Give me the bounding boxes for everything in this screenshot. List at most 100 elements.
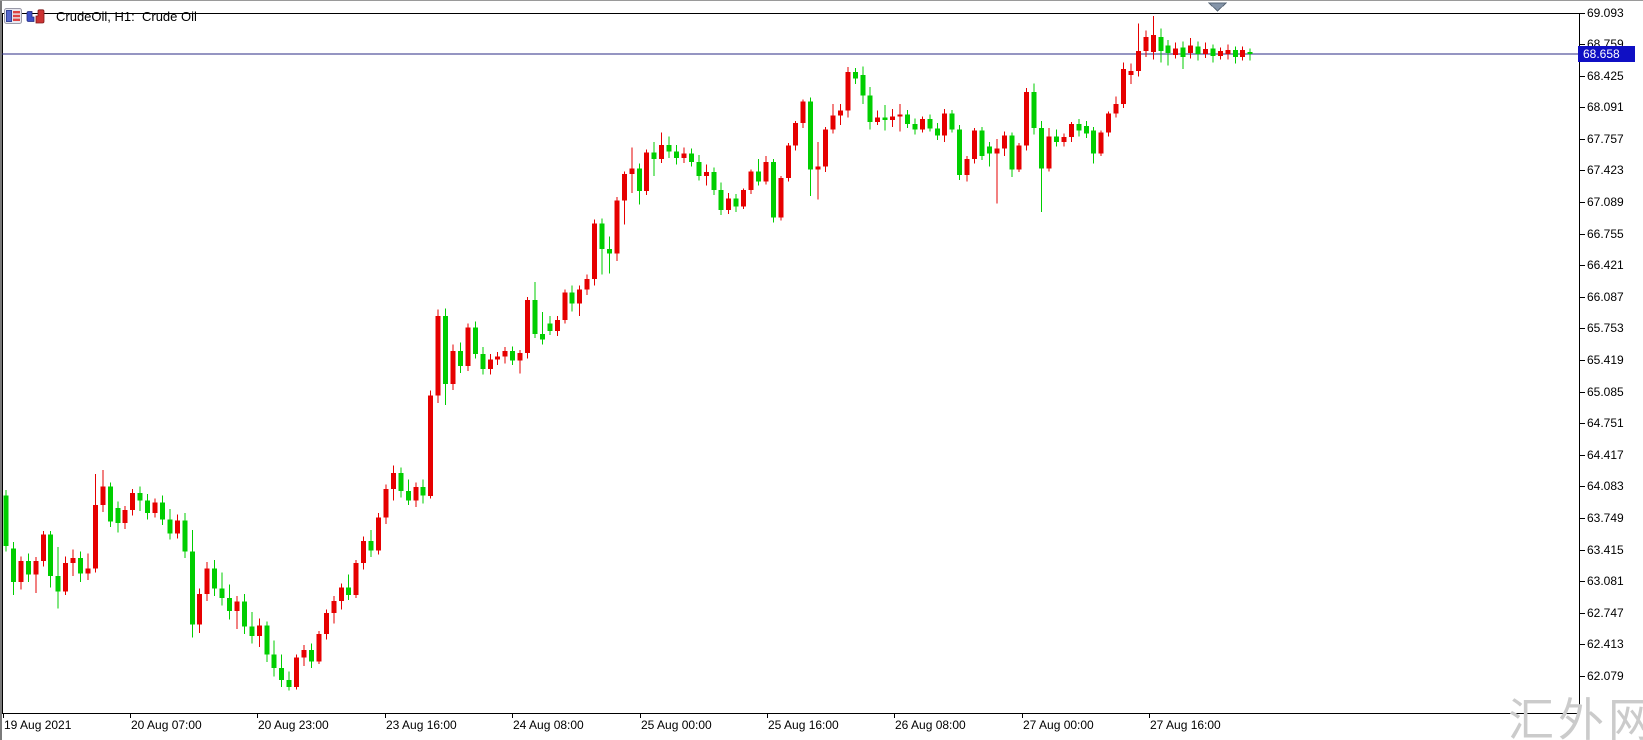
candle-body [1247, 52, 1253, 55]
candle-body [1210, 48, 1216, 56]
candle-body [376, 517, 381, 551]
price-tick [1580, 233, 1585, 235]
candle-body [606, 248, 612, 254]
candle-body [159, 502, 165, 520]
time-tick [767, 714, 768, 718]
price-tick [1580, 486, 1585, 488]
candle-body [1031, 91, 1037, 128]
price-tick-label: 65.753 [1587, 321, 1624, 336]
candle-body [554, 319, 560, 332]
price-tick [1580, 518, 1585, 520]
candle-body [450, 351, 456, 385]
candle-body [435, 316, 441, 396]
candle-body [182, 520, 188, 552]
candle-body [703, 172, 709, 176]
candle-body [390, 473, 396, 490]
time-tick-label: 19 Aug 2021 [4, 718, 72, 732]
candle-body [1150, 35, 1156, 53]
scroll-to-end-marker-icon[interactable] [1207, 2, 1228, 12]
candle-body [122, 509, 128, 524]
candle-body [1076, 123, 1082, 131]
buy-sell-bars-icon [26, 8, 45, 24]
time-tick-label: 27 Aug 00:00 [1023, 718, 1094, 732]
price-tick [1580, 296, 1585, 298]
candle-wick [87, 553, 89, 580]
candle-body [547, 323, 553, 332]
candle-body [383, 489, 389, 518]
candle-body [1009, 135, 1015, 170]
candle-body [897, 114, 903, 117]
candle-body [957, 129, 963, 176]
candle-body [830, 115, 836, 130]
candle-body [1173, 48, 1179, 55]
candle-body [457, 351, 463, 367]
candle-body [599, 223, 605, 249]
candle-body [428, 395, 434, 496]
candle-body [78, 558, 83, 574]
current-price-box: 68.658 [1578, 46, 1635, 63]
time-tick-label: 24 Aug 08:00 [513, 718, 584, 732]
candle-body [443, 316, 449, 385]
time-tick-label: 26 Aug 08:00 [895, 718, 966, 732]
candle-body [115, 508, 121, 524]
time-tick-label: 23 Aug 16:00 [386, 718, 457, 732]
candle-body [264, 625, 270, 655]
candlestick-series [3, 16, 1253, 691]
price-tick [1580, 612, 1585, 614]
price-tick [1580, 170, 1585, 172]
candle-body [592, 223, 598, 280]
time-tick-label: 20 Aug 23:00 [258, 718, 329, 732]
candle-body [629, 168, 635, 175]
price-tick-label: 64.417 [1587, 447, 1624, 462]
candle-body [823, 129, 828, 167]
price-tick [1580, 581, 1585, 583]
candle-body [644, 152, 650, 192]
candle-body [1106, 113, 1112, 133]
candle-body [487, 359, 493, 369]
candle-wick [541, 312, 543, 345]
price-tick-label: 67.757 [1587, 131, 1624, 146]
price-tick [1580, 423, 1585, 425]
candle-body [1098, 132, 1104, 154]
price-tick [1580, 676, 1585, 678]
candle-body [845, 71, 851, 111]
candle-body [934, 128, 940, 136]
price-tick-label: 66.421 [1587, 258, 1624, 273]
candle-body [316, 633, 322, 662]
price-axis[interactable]: 69.093 68.759 68.425 68.091 67.757 67.423 67.0… [1580, 0, 1643, 740]
price-tick-label: 63.081 [1587, 574, 1624, 589]
candle-body [1217, 51, 1223, 56]
time-tick-label: 25 Aug 16:00 [768, 718, 839, 732]
candle-body [1061, 137, 1067, 142]
time-tick-label: 25 Aug 00:00 [641, 718, 712, 732]
watermark: 汇外网 [1508, 694, 1643, 740]
price-tick [1580, 75, 1585, 77]
price-tick [1580, 549, 1585, 551]
candle-body [92, 505, 98, 569]
price-tick-label: 63.415 [1587, 542, 1624, 557]
candle-body [405, 491, 411, 501]
candle-body [152, 502, 158, 513]
price-tick [1580, 138, 1585, 140]
candle-body [1001, 135, 1007, 149]
candle-body [651, 152, 657, 159]
candle-body [197, 594, 203, 625]
price-tick-label: 62.079 [1587, 669, 1624, 684]
candle-body [1091, 130, 1097, 154]
candle-body [495, 356, 501, 360]
candle-body [875, 117, 881, 123]
candle-body [48, 534, 54, 577]
candle-body [279, 667, 285, 681]
time-axis[interactable]: 19 Aug 2021 20 Aug 07:00 20 Aug 23:00 23 Au… [0, 714, 1580, 736]
candle-body [137, 492, 143, 501]
candle-body [1053, 136, 1059, 142]
candle-body [1083, 125, 1089, 134]
time-tick [1022, 714, 1023, 718]
candle-body [688, 153, 694, 162]
time-tick [640, 714, 641, 718]
candle-body [770, 161, 776, 218]
candle-body [1232, 50, 1238, 57]
candle-body [711, 172, 717, 191]
candle-body [741, 190, 747, 207]
